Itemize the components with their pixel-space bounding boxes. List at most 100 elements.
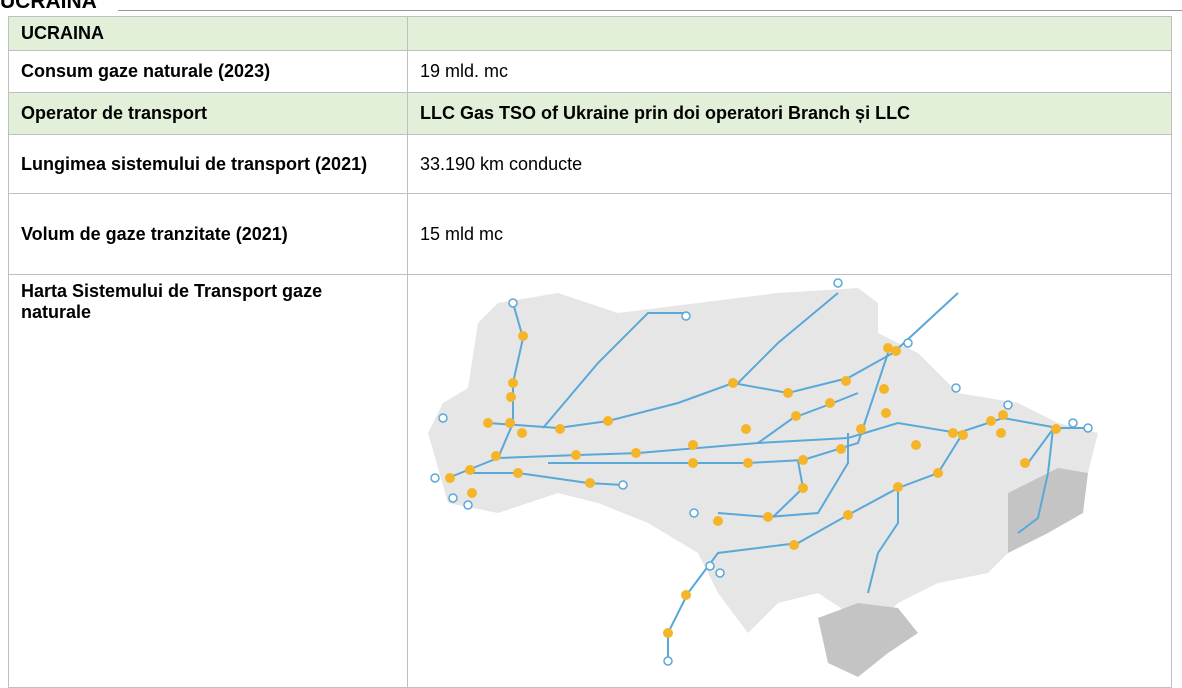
- endpoint: [903, 338, 913, 348]
- cell: 15 mld mc: [407, 193, 1172, 275]
- pipe: [867, 488, 899, 594]
- station: [555, 424, 565, 434]
- station: [491, 451, 501, 461]
- station: [933, 468, 943, 478]
- pipe: [667, 592, 689, 658]
- station: [998, 410, 1008, 420]
- pipe: [757, 392, 859, 444]
- pipelines: [447, 292, 1088, 658]
- row: Operator de transport LLC Gas TSO of Ukra…: [8, 92, 1172, 135]
- station: [911, 440, 921, 450]
- station: [841, 376, 851, 386]
- endpoint: [438, 413, 448, 423]
- endpoint: [1083, 423, 1093, 433]
- region: [1008, 468, 1088, 553]
- station: [836, 444, 846, 454]
- station: [741, 424, 751, 434]
- station: [843, 510, 853, 520]
- station: [798, 455, 808, 465]
- station: [996, 428, 1006, 438]
- station: [728, 378, 738, 388]
- endpoint: [951, 383, 961, 393]
- pipe: [737, 292, 839, 384]
- station: [891, 346, 901, 356]
- heading: UCRAINA: [0, 0, 97, 13]
- station: [506, 392, 516, 402]
- cell: [407, 16, 1172, 51]
- row: Lungimea sistemului de transport (2021) 3…: [8, 134, 1172, 194]
- cell: Lungimea sistemului de transport (2021): [8, 134, 408, 194]
- endpoint: [618, 480, 628, 490]
- pipe: [542, 312, 688, 429]
- station: [856, 424, 866, 434]
- station: [517, 428, 527, 438]
- station: [879, 384, 889, 394]
- endpoint: [508, 298, 518, 308]
- land: [428, 288, 1098, 633]
- endpoint: [1068, 418, 1078, 428]
- station: [603, 416, 613, 426]
- station: [467, 488, 477, 498]
- endpoint: [681, 311, 691, 321]
- row: UCRAINA: [8, 16, 1172, 51]
- station: [1020, 458, 1030, 468]
- endpoint: [463, 500, 473, 510]
- station: [681, 590, 691, 600]
- row: Harta Sistemului de Transport gaze natur…: [8, 274, 1172, 688]
- cell: 19 mld. mc: [407, 50, 1172, 93]
- info-table: UCRAINA Consum gaze naturale (2023) 19 ml…: [8, 16, 1172, 688]
- stations: [445, 331, 1061, 638]
- cell: Volum de gaze tranzitate (2021): [8, 193, 408, 275]
- station: [743, 458, 753, 468]
- station: [791, 411, 801, 421]
- pipe: [1017, 425, 1055, 534]
- station: [986, 416, 996, 426]
- endpoint: [833, 278, 843, 288]
- station: [688, 440, 698, 450]
- endpoint: [663, 656, 673, 666]
- map-cell: [407, 274, 1172, 688]
- station: [513, 468, 523, 478]
- station: [883, 343, 893, 353]
- station: [798, 483, 808, 493]
- endpoints: [430, 278, 1093, 666]
- row: Consum gaze naturale (2023) 19 mld. mc: [8, 50, 1172, 93]
- endpoint: [715, 568, 725, 578]
- cell: LLC Gas TSO of Ukraine prin doi operator…: [407, 92, 1172, 135]
- station: [518, 331, 528, 341]
- station: [783, 388, 793, 398]
- region: [818, 603, 918, 677]
- station: [948, 428, 958, 438]
- station: [763, 512, 773, 522]
- map: [428, 278, 1098, 677]
- station: [893, 482, 903, 492]
- row: Volum de gaze tranzitate (2021) 15 mld mc: [8, 193, 1172, 275]
- station: [1051, 424, 1061, 434]
- station: [958, 430, 968, 440]
- station: [571, 450, 581, 460]
- station: [663, 628, 673, 638]
- station: [508, 378, 518, 388]
- station: [585, 478, 595, 488]
- cell: Operator de transport: [8, 92, 408, 135]
- station: [445, 473, 455, 483]
- cell: Harta Sistemului de Transport gaze natur…: [8, 274, 408, 688]
- station: [789, 540, 799, 550]
- pipe: [447, 416, 1088, 479]
- station: [713, 516, 723, 526]
- station: [465, 465, 475, 475]
- station: [631, 448, 641, 458]
- rule: [118, 10, 1182, 11]
- station: [505, 418, 515, 428]
- station: [881, 408, 891, 418]
- station: [825, 398, 835, 408]
- cell: 33.190 km conducte: [407, 134, 1172, 194]
- endpoint: [1003, 400, 1013, 410]
- station: [483, 418, 493, 428]
- endpoint: [705, 561, 715, 571]
- endpoint: [448, 493, 458, 503]
- endpoint: [689, 508, 699, 518]
- pipe: [468, 472, 624, 486]
- cell: Consum gaze naturale (2023): [8, 50, 408, 93]
